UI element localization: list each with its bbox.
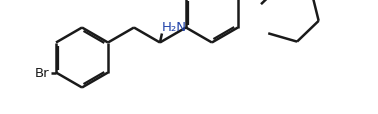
- Text: Br: Br: [34, 66, 49, 79]
- Text: H₂N: H₂N: [162, 20, 187, 33]
